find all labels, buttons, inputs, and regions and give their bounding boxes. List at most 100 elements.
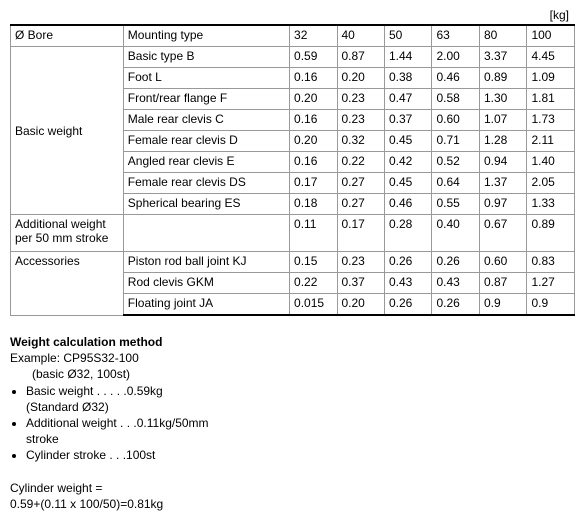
cell: 0.27 xyxy=(337,173,384,194)
cell: 1.07 xyxy=(479,110,526,131)
cell: 0.015 xyxy=(290,294,337,316)
basic-weight-label: Basic weight xyxy=(11,47,124,215)
cell: 0.26 xyxy=(384,294,431,316)
cell: 0.42 xyxy=(384,152,431,173)
cell: 2.00 xyxy=(432,47,479,68)
calc-bullet: Basic weight . . . . .0.59kg (Standard Ø… xyxy=(26,383,575,415)
mounting-name: Angled rear clevis E xyxy=(123,152,289,173)
cell: 0.46 xyxy=(384,194,431,215)
table-row: Accessories Piston rod ball joint KJ 0.1… xyxy=(11,252,575,273)
mounting-name: Floating joint JA xyxy=(123,294,289,316)
cell: 0.16 xyxy=(290,68,337,89)
cell: 0.55 xyxy=(432,194,479,215)
cell: 0.16 xyxy=(290,152,337,173)
cell: 0.40 xyxy=(432,215,479,252)
calc-bullet: Additional weight . . .0.11kg/50mm strok… xyxy=(26,415,575,447)
cell: 0.22 xyxy=(290,273,337,294)
calc-text: stroke xyxy=(26,432,59,446)
cell: 0.26 xyxy=(384,252,431,273)
header-bore-col: 32 xyxy=(290,25,337,47)
mounting-name: Rod clevis GKM xyxy=(123,273,289,294)
cell: 0.47 xyxy=(384,89,431,110)
cell: 0.52 xyxy=(432,152,479,173)
header-bore-col: 63 xyxy=(432,25,479,47)
additional-weight-label: Additional weight per 50 mm stroke xyxy=(11,215,124,252)
cell: 4.45 xyxy=(527,47,575,68)
cell: 0.97 xyxy=(479,194,526,215)
cell: 0.20 xyxy=(337,68,384,89)
cell: 0.71 xyxy=(432,131,479,152)
cell: 0.15 xyxy=(290,252,337,273)
mounting-name: Front/rear flange F xyxy=(123,89,289,110)
cell: 0.23 xyxy=(337,110,384,131)
cell: 1.30 xyxy=(479,89,526,110)
cell: 0.17 xyxy=(290,173,337,194)
cell: 0.60 xyxy=(432,110,479,131)
cell: 0.20 xyxy=(290,131,337,152)
cell: 0.43 xyxy=(432,273,479,294)
cell: 0.18 xyxy=(290,194,337,215)
cell: 0.58 xyxy=(432,89,479,110)
cell: 1.27 xyxy=(527,273,575,294)
cell: 0.60 xyxy=(479,252,526,273)
cell: 0.16 xyxy=(290,110,337,131)
calc-method: Weight calculation method Example: CP95S… xyxy=(10,334,575,512)
table-row: Basic weight Basic type B 0.59 0.87 1.44… xyxy=(11,47,575,68)
header-bore-col: 80 xyxy=(479,25,526,47)
table-row: Additional weight per 50 mm stroke 0.11 … xyxy=(11,215,575,252)
cell: 0.17 xyxy=(337,215,384,252)
cell: 0.43 xyxy=(384,273,431,294)
cell: 0.23 xyxy=(337,252,384,273)
cell: 0.23 xyxy=(337,89,384,110)
mounting-name xyxy=(123,215,289,252)
cell: 1.40 xyxy=(527,152,575,173)
cell: 1.33 xyxy=(527,194,575,215)
cell: 2.05 xyxy=(527,173,575,194)
table-header-row: Ø Bore Mounting type 32 40 50 63 80 100 xyxy=(11,25,575,47)
cell: 0.94 xyxy=(479,152,526,173)
mounting-name: Basic type B xyxy=(123,47,289,68)
cell: 0.45 xyxy=(384,173,431,194)
cell: 0.87 xyxy=(479,273,526,294)
cell: 0.26 xyxy=(432,294,479,316)
cell: 0.9 xyxy=(527,294,575,316)
mounting-name: Piston rod ball joint KJ xyxy=(123,252,289,273)
cell: 1.37 xyxy=(479,173,526,194)
cell: 0.28 xyxy=(384,215,431,252)
calc-text: Additional weight . . .0.11kg/50mm xyxy=(26,416,209,430)
unit-label: [kg] xyxy=(10,8,575,22)
cell: 0.64 xyxy=(432,173,479,194)
cell: 0.83 xyxy=(527,252,575,273)
header-bore-col: 40 xyxy=(337,25,384,47)
cell: 0.38 xyxy=(384,68,431,89)
calc-bullet: Cylinder stroke . . .100st xyxy=(26,447,575,463)
cell: 1.44 xyxy=(384,47,431,68)
cell: 0.89 xyxy=(479,68,526,89)
cell: 0.87 xyxy=(337,47,384,68)
calc-text: (Standard Ø32) xyxy=(26,400,109,414)
cell: 0.32 xyxy=(337,131,384,152)
cell: 0.37 xyxy=(337,273,384,294)
cell: 0.46 xyxy=(432,68,479,89)
cell: 3.37 xyxy=(479,47,526,68)
header-bore-col: 50 xyxy=(384,25,431,47)
cell: 0.22 xyxy=(337,152,384,173)
cell: 0.37 xyxy=(384,110,431,131)
cell: 0.20 xyxy=(337,294,384,316)
cell: 0.89 xyxy=(527,215,575,252)
header-bore: Ø Bore xyxy=(11,25,124,47)
cell: 0.27 xyxy=(337,194,384,215)
header-mounting: Mounting type xyxy=(123,25,289,47)
cell: 1.73 xyxy=(527,110,575,131)
calc-eq-label: Cylinder weight = xyxy=(10,480,575,496)
mounting-name: Female rear clevis D xyxy=(123,131,289,152)
cell: 0.20 xyxy=(290,89,337,110)
cell: 0.9 xyxy=(479,294,526,316)
calc-example-sub: (basic Ø32, 100st) xyxy=(10,366,575,382)
calc-title: Weight calculation method xyxy=(10,334,575,350)
cell: 0.11 xyxy=(290,215,337,252)
calc-example: Example: CP95S32-100 xyxy=(10,350,575,366)
cell: 0.45 xyxy=(384,131,431,152)
cell: 0.67 xyxy=(479,215,526,252)
accessories-label: Accessories xyxy=(11,252,124,316)
